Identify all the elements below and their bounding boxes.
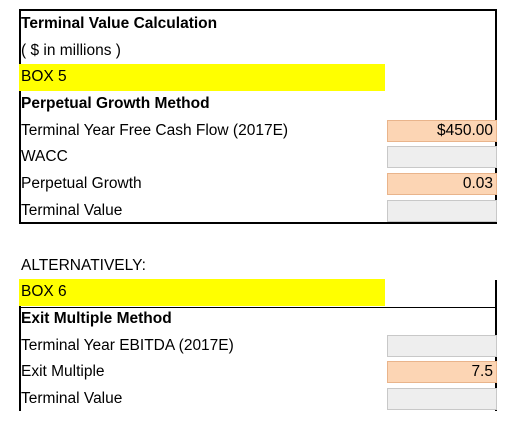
terminal-value-sheet: Terminal Value Calculation ( $ in millio… xyxy=(19,9,497,413)
perpetual-growth-row: Perpetual Growth 0.03 xyxy=(19,171,497,198)
box5-label: BOX 5 xyxy=(21,68,67,86)
terminal-value-em-cell[interactable] xyxy=(387,387,497,410)
exit-multiple-title: Exit Multiple Method xyxy=(21,309,172,327)
units-label: ( $ in millions ) xyxy=(21,41,121,59)
box6-top-border xyxy=(19,307,497,308)
wacc-row: WACC xyxy=(19,144,497,171)
ebitda-cell[interactable] xyxy=(387,334,497,357)
box5-bottom-border xyxy=(19,222,497,224)
perpetual-growth-title: Perpetual Growth Method xyxy=(21,95,210,113)
fcf-label: Terminal Year Free Cash Flow (2017E) xyxy=(21,121,289,139)
terminal-value-pg-label: Terminal Value xyxy=(21,201,123,219)
box6-highlight xyxy=(19,279,385,306)
title-row: Terminal Value Calculation xyxy=(19,11,497,38)
spacer-row xyxy=(19,225,497,253)
perpetual-growth-header-row: Perpetual Growth Method xyxy=(19,91,497,118)
fcf-input-cell[interactable]: $450.00 xyxy=(387,119,497,142)
exit-multiple-row: Exit Multiple 7.5 xyxy=(19,359,497,386)
box5-frame xyxy=(19,9,497,222)
terminal-value-em-label: Terminal Value xyxy=(21,389,123,407)
ebitda-row: Terminal Year EBITDA (2017E) xyxy=(19,333,497,360)
fcf-row: Terminal Year Free Cash Flow (2017E) $45… xyxy=(19,118,497,145)
alternatively-label: ALTERNATIVELY: xyxy=(21,256,146,274)
box6-label: BOX 6 xyxy=(21,283,67,301)
exit-multiple-label: Exit Multiple xyxy=(21,363,105,381)
terminal-value-pg-row: Terminal Value xyxy=(19,198,497,225)
ebitda-label: Terminal Year EBITDA (2017E) xyxy=(21,336,234,354)
perpetual-growth-label: Perpetual Growth xyxy=(21,175,142,193)
wacc-label: WACC xyxy=(21,148,68,166)
box6-label-row: BOX 6 xyxy=(19,279,497,306)
perpetual-growth-input-cell[interactable]: 0.03 xyxy=(387,173,497,196)
exit-multiple-header-row: Exit Multiple Method xyxy=(19,306,497,333)
box5-highlight xyxy=(19,64,385,92)
terminal-value-em-row: Terminal Value xyxy=(19,386,497,413)
wacc-cell[interactable] xyxy=(387,146,497,169)
box5-label-row: BOX 5 xyxy=(19,64,497,92)
box5-top-border xyxy=(19,9,497,11)
terminal-value-pg-cell[interactable] xyxy=(387,199,497,222)
alternatively-row: ALTERNATIVELY: xyxy=(19,253,497,280)
units-row: ( $ in millions ) xyxy=(19,38,497,65)
exit-multiple-input-cell[interactable]: 7.5 xyxy=(387,361,497,384)
sheet-title: Terminal Value Calculation xyxy=(21,15,218,32)
